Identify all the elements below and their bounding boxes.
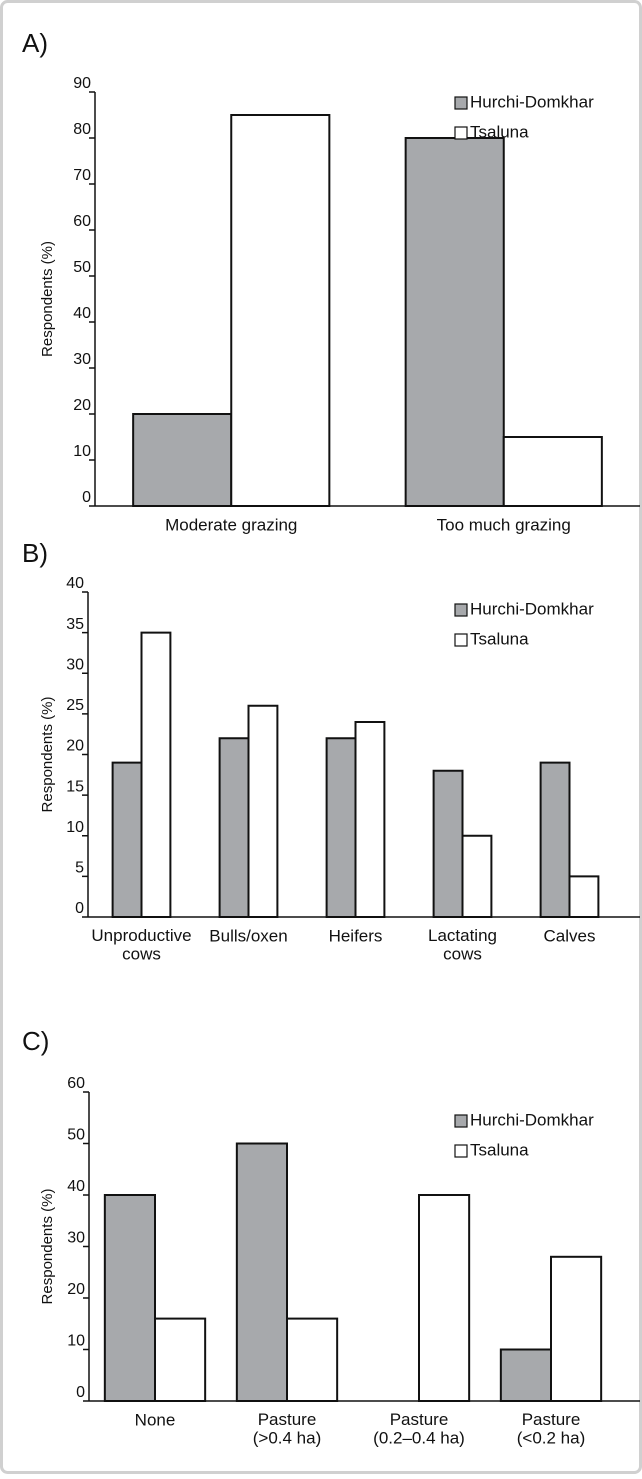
legend-label: Hurchi-Domkhar [470,1110,594,1129]
x-tick-label: None [135,1410,176,1429]
bar [286,1317,339,1402]
bar [499,1348,552,1402]
bar [461,834,493,918]
bar [418,1194,471,1402]
y-tick-label: 30 [73,351,91,368]
y-tick-label: 5 [75,860,84,877]
bar [140,631,172,918]
legend-label: Tsaluna [470,1140,529,1159]
y-tick-label: 90 [73,75,91,92]
legend-swatch [454,96,468,110]
y-tick-label: 20 [66,738,84,755]
bar [550,1255,603,1403]
y-tick-label: 60 [67,1075,85,1092]
y-tick-label: 60 [73,213,91,230]
y-tick-label: 35 [66,616,84,633]
bar [568,875,600,918]
x-tick-label: Calves [544,926,596,945]
y-tick-label: 25 [66,697,84,714]
y-tick-label: 10 [67,1333,85,1350]
legend-label: Hurchi-Domkhar [470,599,594,618]
bar [230,114,331,507]
y-tick-label: 40 [67,1178,85,1195]
x-tick-label: Moderate grazing [165,515,297,534]
legend-swatch [454,1144,468,1158]
x-tick-label: Lactating cows [428,926,497,964]
bar [247,704,279,918]
y-tick-label: 40 [73,305,91,322]
legend-label: Hurchi-Domkhar [470,92,594,111]
y-axis-label: Respondents (%) [39,1189,56,1305]
legend-swatch [454,633,468,647]
bar [235,1142,288,1402]
legend-swatch [454,1114,468,1128]
panel-title: C) [22,1026,49,1056]
bar [154,1317,207,1402]
bar [218,737,250,918]
y-tick-label: 10 [73,443,91,460]
x-tick-label: Pasture (>0.4 ha) [253,1410,322,1448]
bar [111,761,143,918]
y-axis-label: Respondents (%) [39,241,56,357]
x-tick-label: Unproductive cows [91,926,191,964]
y-tick-label: 30 [67,1230,85,1247]
bar [539,761,571,918]
legend-label: Tsaluna [470,122,529,141]
legend-swatch [454,126,468,140]
panel-title: B) [22,538,48,568]
legend-label: Tsaluna [470,629,529,648]
y-tick-label: 15 [66,778,84,795]
bar [132,413,233,507]
y-tick-label: 0 [76,1384,85,1401]
bar [354,721,386,918]
y-tick-label: 80 [73,121,91,138]
x-tick-label: Pasture (0.2–0.4 ha) [373,1410,465,1448]
y-tick-label: 10 [66,819,84,836]
y-tick-label: 30 [66,656,84,673]
bar [103,1194,156,1402]
x-tick-label: Heifers [329,926,383,945]
y-tick-label: 40 [66,575,84,592]
panel-title: A) [22,28,48,58]
y-tick-label: 0 [75,900,84,917]
y-tick-label: 70 [73,167,91,184]
y-tick-label: 50 [73,259,91,276]
x-tick-label: Too much grazing [437,515,571,534]
y-tick-label: 0 [82,489,91,506]
y-tick-label: 20 [73,397,91,414]
bar [325,737,357,918]
bar [502,436,603,507]
x-tick-label: Bulls/oxen [209,926,287,945]
x-tick-label: Pasture (<0.2 ha) [517,1410,586,1448]
y-tick-label: 50 [67,1127,85,1144]
legend-swatch [454,603,468,617]
bar [404,137,505,507]
y-tick-label: 20 [67,1281,85,1298]
bar [432,769,464,918]
y-axis-label: Respondents (%) [39,697,56,813]
